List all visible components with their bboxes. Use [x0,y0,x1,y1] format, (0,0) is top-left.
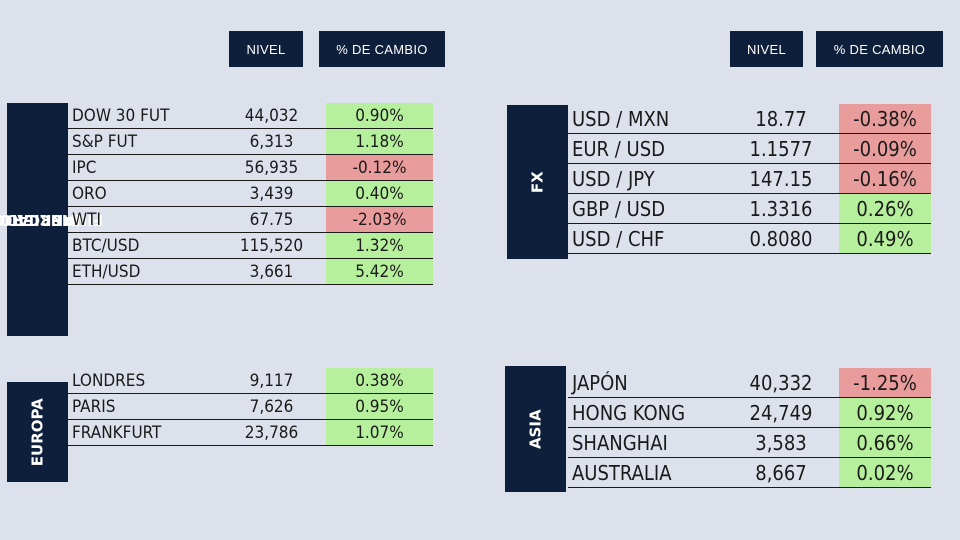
section-label-europa: EUROPA [7,382,68,482]
instrument-name: LONDRES [72,370,146,391]
instrument-level: 44,032 [244,105,299,126]
instrument-name: SHANGHAI [572,430,668,455]
instrument-change: 0.40% [326,181,433,206]
instrument-name: ORO [72,183,107,204]
instrument-name: WTI [72,209,101,230]
instrument-level: 18.77 [755,106,807,131]
instrument-level: 9,117 [249,370,294,391]
instrument-change: 1.07% [326,420,433,445]
table-row: PARIS 7,626 0.95% [68,394,433,420]
instrument-name: HONG KONG [572,400,686,425]
instrument-level: 40,332 [749,370,813,395]
instrument-change: -2.03% [326,207,433,232]
instrument-name: USD / JPY [572,166,655,191]
instrument-level: 7,626 [249,396,294,417]
table-row: SHANGHAI 3,583 0.66% [568,428,931,458]
table-row: USD / JPY 147.15 -0.16% [568,164,931,194]
instrument-name: AUSTRALIA [572,460,672,485]
table-row: EUR / USD 1.1577 -0.09% [568,134,931,164]
section-label-mercados: MERCADOSFINANCIEROS [0,103,103,336]
table-row: JAPÓN 40,332 -1.25% [568,368,931,398]
instrument-change: -1.25% [839,368,931,397]
table-row: LONDRES 9,117 0.38% [68,368,433,394]
instrument-name: IPC [72,157,97,178]
instrument-change: 0.38% [326,368,433,393]
instrument-name: JAPÓN [572,370,628,395]
table-row: IPC 56,935 -0.12% [68,155,433,181]
section-label-asia: ASIA [505,366,566,492]
instrument-name: ETH/USD [72,261,141,282]
section-label-fx: FX [507,105,568,259]
table-row: HONG KONG 24,749 0.92% [568,398,931,428]
instrument-change: -0.16% [839,164,931,193]
instrument-level: 0.8080 [749,226,813,251]
instrument-change: -0.12% [326,155,433,180]
instrument-level: 56,935 [244,157,299,178]
instrument-change: 0.90% [326,103,433,128]
instrument-name: USD / MXN [572,106,670,131]
instrument-change: -0.09% [839,134,931,163]
instrument-change: 1.18% [326,129,433,154]
table-row: DOW 30 FUT 44,032 0.90% [68,103,433,129]
instrument-change: 0.49% [839,224,931,253]
instrument-change: 0.66% [839,428,931,457]
instrument-name: GBP / USD [572,196,666,221]
instrument-level: 24,749 [749,400,813,425]
section-label-asia-text: ASIA [526,409,545,449]
instrument-level: 23,786 [244,422,299,443]
table-row: USD / MXN 18.77 -0.38% [568,104,931,134]
table-row: BTC/USD 115,520 1.32% [68,233,433,259]
instrument-change: 0.95% [326,394,433,419]
instrument-name: DOW 30 FUT [72,105,170,126]
section-label-fx-text: FX [528,171,547,193]
instrument-level: 115,520 [239,235,304,256]
table-row: USD / CHF 0.8080 0.49% [568,224,931,254]
instrument-level: 67.75 [249,209,294,230]
instrument-level: 8,667 [755,460,807,485]
header-cambio-right: % DE CAMBIO [816,31,943,67]
instrument-change: 0.92% [839,398,931,427]
instrument-name: USD / CHF [572,226,665,251]
instrument-change: -0.38% [839,104,931,133]
instrument-name: BTC/USD [72,235,140,256]
table-row: S&P FUT 6,313 1.18% [68,129,433,155]
header-cambio-left: % DE CAMBIO [319,31,445,67]
instrument-name: PARIS [72,396,116,417]
instrument-level: 1.1577 [749,136,813,161]
instrument-level: 1.3316 [749,196,813,221]
header-nivel-right: NIVEL [730,31,803,67]
table-row: FRANKFURT 23,786 1.07% [68,420,433,446]
instrument-level: 6,313 [249,131,294,152]
instrument-change: 5.42% [326,259,433,284]
header-nivel-left: NIVEL [229,31,303,67]
instrument-name: S&P FUT [72,131,138,152]
instrument-level: 3,583 [755,430,807,455]
section-label-europa-text: EUROPA [28,398,47,466]
instrument-level: 3,439 [249,183,294,204]
table-row: GBP / USD 1.3316 0.26% [568,194,931,224]
table-row: ORO 3,439 0.40% [68,181,433,207]
table-row: ETH/USD 3,661 5.42% [68,259,433,285]
instrument-change: 0.02% [839,458,931,487]
instrument-level: 147.15 [749,166,813,191]
table-row: AUSTRALIA 8,667 0.02% [568,458,931,488]
instrument-change: 0.26% [839,194,931,223]
instrument-level: 3,661 [249,261,294,282]
instrument-change: 1.32% [326,233,433,258]
table-row: WTI 67.75 -2.03% [68,207,433,233]
instrument-name: FRANKFURT [72,422,162,443]
instrument-name: EUR / USD [572,136,665,161]
